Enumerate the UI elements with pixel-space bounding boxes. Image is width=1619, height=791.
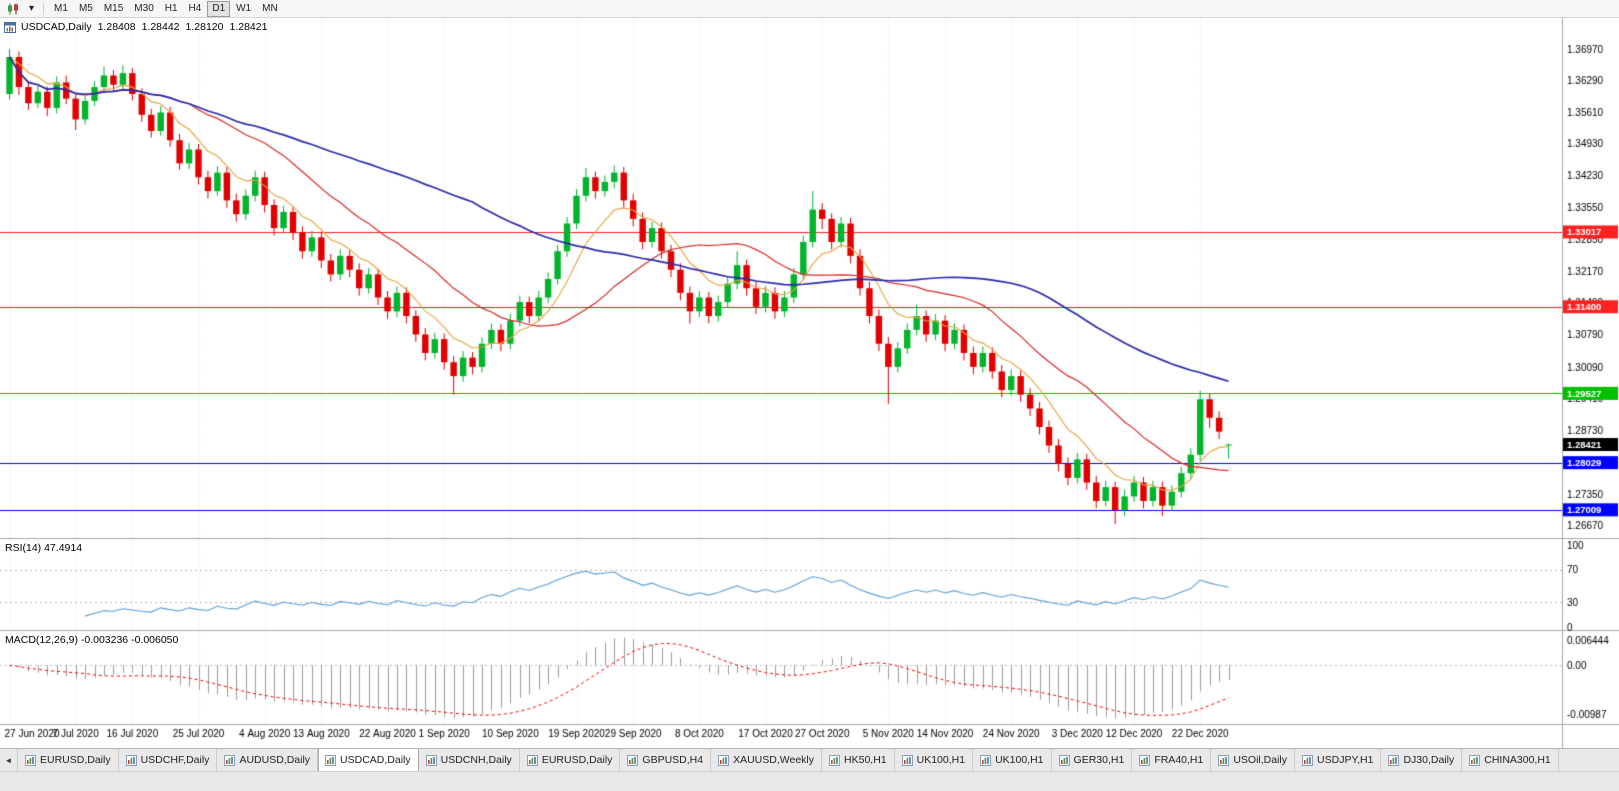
timeframe-button-w1[interactable]: W1 [231,1,256,17]
timeframe-buttons: M1 M5 M15 M30 H1 H4 D1 W1 MN [49,0,283,17]
chart-tab-icon [25,754,36,766]
chevron-down-icon[interactable]: ▾ [25,2,38,16]
symbol-tabbar: ◄ EURUSD,Daily USDCHF,Daily AUDUSD,Daily US… [0,748,1619,771]
symbol-tab[interactable]: UK100,H1 [973,749,1052,771]
candlestick-chart-icon[interactable] [3,2,24,16]
chart-tab-icon [325,754,337,766]
chart-tab-icon [1218,754,1230,766]
symbol-tab-label: USDCHF,Daily [140,754,210,766]
symbol-tab[interactable]: CHINA300,H1 [1462,749,1559,771]
timeframe-button-m30[interactable]: M30 [129,1,158,17]
symbol-tab[interactable]: USDJPY,H1 [1295,749,1382,771]
chart-tab-icon [901,754,913,766]
chart-tab-icon [627,754,639,766]
chart-tab-icon [1302,754,1314,766]
timeframe-button-h1[interactable]: H1 [160,1,183,17]
chart-tab-icon [718,754,730,766]
chart-tab-icon [224,754,236,766]
symbol-tab-label: EURUSD,Daily [40,754,111,766]
symbol-tab-label: USOil,Daily [1233,754,1288,766]
chart-tab-icon [1388,754,1400,766]
symbol-tab[interactable]: USDCHF,Daily [118,749,218,771]
symbol-tab[interactable]: EURUSD,Daily [519,749,621,771]
chart-tab-icon [980,754,992,766]
symbol-tab-label: DJ30,Daily [1403,754,1455,766]
bottom-strip [0,771,1619,791]
chart-tab-icon [125,754,137,766]
timeframe-button-m5[interactable]: M5 [74,1,98,17]
symbol-tab-label: CHINA300,H1 [1484,754,1551,766]
symbol-tab[interactable]: USOil,Daily [1211,749,1296,771]
symbol-tab[interactable]: FRA40,H1 [1132,749,1212,771]
symbol-tab[interactable]: UK100,H1 [894,749,974,771]
symbol-tab[interactable]: GER30,H1 [1051,749,1133,771]
timeframe-button-d1[interactable]: D1 [207,0,231,17]
symbol-tabs: EURUSD,Daily USDCHF,Daily AUDUSD,Daily USDC… [18,749,1559,771]
chart-tab-icon [1139,754,1151,766]
symbol-tab-label: UK100,H1 [995,754,1044,766]
symbol-tab-label: HK50,H1 [844,754,887,766]
timeframe-button-m15[interactable]: M15 [99,1,128,17]
symbol-tab[interactable]: HK50,H1 [822,749,895,771]
symbol-tab-label: GER30,H1 [1073,754,1125,766]
tabs-scroll-left-button[interactable]: ◄ [0,749,18,771]
timeframe-button-h4[interactable]: H4 [184,1,207,17]
chart-area: USDCAD,Daily 1.28408 1.28442 1.28120 1.2… [0,18,1619,748]
symbol-tab-label: USDJPY,H1 [1317,754,1374,766]
symbol-tab[interactable]: USDCNH,Daily [418,749,520,771]
symbol-tab[interactable]: USDCAD,Daily [318,749,419,771]
chart-tab-icon [1469,754,1481,766]
symbol-tab-label: XAUUSD,Weekly [733,754,815,766]
timeframe-button-mn[interactable]: MN [257,1,283,17]
symbol-tab-label: FRA40,H1 [1154,754,1204,766]
symbol-tab-label: AUDUSD,Daily [239,754,311,766]
chart-canvas[interactable] [0,18,1619,748]
chart-tab-icon [425,754,437,766]
symbol-tab-label: UK100,H1 [916,754,966,766]
timeframe-button-m1[interactable]: M1 [49,1,73,17]
chart-tab-icon [829,754,841,766]
symbol-tab[interactable]: EURUSD,Daily [18,749,119,771]
candlestick-glyph [8,3,18,14]
toolbar: ▾ M1 M5 M15 M30 H1 H4 D1 W1 MN [0,0,1619,18]
symbol-tab-label: USDCNH,Daily [440,754,512,766]
toolbar-separator [43,2,45,15]
symbol-tab-label: GBPUSD,H4 [642,754,704,766]
symbol-tab[interactable]: GBPUSD,H4 [620,749,712,771]
symbol-tab[interactable]: DJ30,Daily [1381,749,1463,771]
chart-tab-icon [526,754,538,766]
symbol-tab[interactable]: AUDUSD,Daily [217,749,319,771]
symbol-tab-label: EURUSD,Daily [541,754,613,766]
chart-tab-icon [1058,754,1070,766]
symbol-tab-label: USDCAD,Daily [340,754,411,766]
symbol-tab[interactable]: XAUUSD,Weekly [711,749,823,771]
